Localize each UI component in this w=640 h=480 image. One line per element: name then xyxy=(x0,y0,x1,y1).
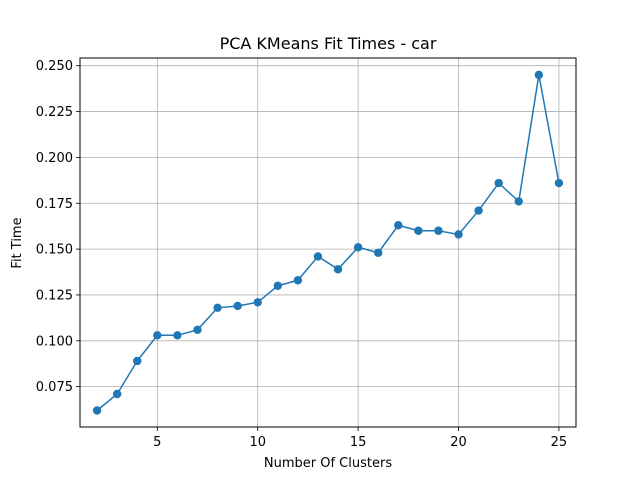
data-point xyxy=(353,243,363,252)
x-axis-ticks: 5 10 15 20 25 xyxy=(153,427,567,450)
data-point xyxy=(374,248,383,257)
data-point xyxy=(474,206,483,215)
data-point xyxy=(494,178,503,188)
data-point xyxy=(153,331,162,340)
x-tick-label: 20 xyxy=(450,435,467,450)
y-tick-label: 0.100 xyxy=(36,334,73,349)
data-point xyxy=(534,70,544,80)
data-point xyxy=(454,230,463,239)
data-point xyxy=(233,301,242,311)
data-point xyxy=(434,226,443,235)
grid-lines xyxy=(80,58,576,427)
y-tick-label: 0.150 xyxy=(36,243,73,258)
x-axis-label: Number Of Clusters xyxy=(264,456,392,471)
data-point xyxy=(112,389,122,399)
data-point xyxy=(333,265,343,274)
data-point xyxy=(293,276,303,285)
plot-area-frame xyxy=(79,57,577,428)
data-point xyxy=(514,197,523,206)
data-point xyxy=(193,325,202,334)
y-tick-label: 0.075 xyxy=(36,380,73,395)
x-tick-label: 25 xyxy=(551,435,568,450)
series-points xyxy=(92,70,564,415)
y-axis-ticks: 0.075 0.100 0.125 0.150 0.175 0.200 0.225 0.250 xyxy=(36,59,80,395)
chart-title: PCA KMeans Fit Times - car xyxy=(220,34,437,53)
data-point xyxy=(253,298,262,307)
data-point xyxy=(273,281,282,290)
y-axis-label: Fit Time xyxy=(10,217,25,268)
y-tick-label: 0.200 xyxy=(36,151,73,166)
data-point xyxy=(554,178,564,188)
data-point xyxy=(173,331,182,340)
x-tick-label: 5 xyxy=(153,435,161,450)
data-point xyxy=(213,303,222,312)
data-point xyxy=(133,356,142,366)
data-point xyxy=(394,221,403,230)
series-line xyxy=(96,74,560,412)
y-tick-label: 0.225 xyxy=(36,105,73,120)
data-point xyxy=(92,406,102,415)
data-point xyxy=(313,252,323,261)
x-tick-label: 15 xyxy=(350,435,367,450)
y-tick-label: 0.125 xyxy=(36,288,73,303)
y-tick-label: 0.175 xyxy=(36,197,73,212)
y-tick-label: 0.250 xyxy=(36,59,73,74)
data-point xyxy=(414,226,423,235)
x-tick-label: 10 xyxy=(249,435,266,450)
